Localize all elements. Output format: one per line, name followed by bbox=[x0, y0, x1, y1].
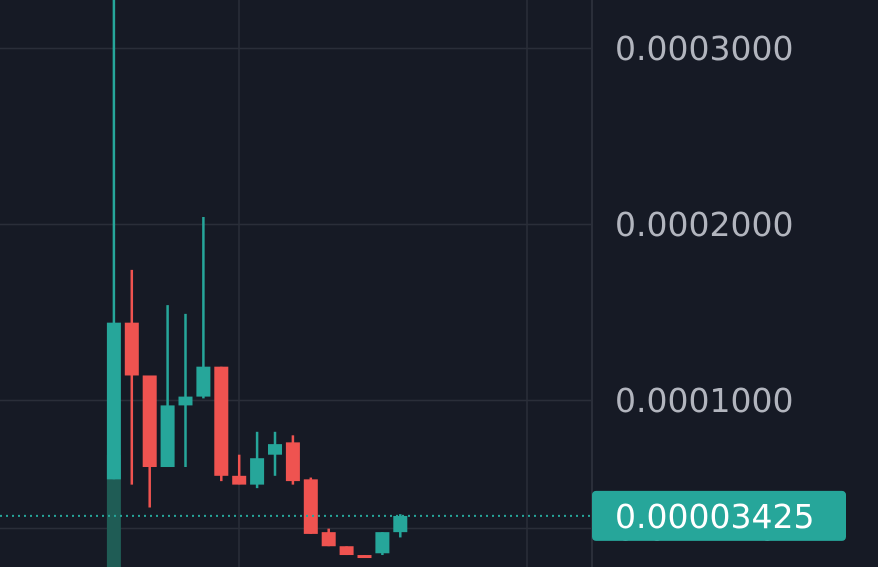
candle-body bbox=[106, 322, 121, 480]
candle-11[interactable] bbox=[285, 435, 300, 485]
grid-lines bbox=[0, 0, 593, 567]
y-tick-label-0: 0.0003000 bbox=[615, 29, 793, 68]
candle-body bbox=[285, 442, 300, 482]
last-price-badge[interactable]: 0.00003425 bbox=[592, 490, 846, 541]
candle-body bbox=[375, 532, 390, 554]
candle-body bbox=[124, 322, 139, 376]
candle-5[interactable] bbox=[178, 313, 193, 468]
candle-body bbox=[268, 444, 282, 455]
last-price-label: 0.00003425 bbox=[615, 497, 814, 536]
candle-body bbox=[160, 405, 175, 468]
candle-2[interactable] bbox=[124, 269, 139, 485]
candle-body bbox=[303, 479, 318, 534]
candle-16[interactable] bbox=[375, 532, 390, 556]
candle-6[interactable] bbox=[196, 217, 211, 399]
candle-body bbox=[142, 375, 157, 468]
candle-body bbox=[357, 555, 372, 559]
candle-15[interactable] bbox=[357, 555, 372, 559]
candle-body bbox=[232, 475, 247, 485]
y-tick-label-1: 0.0002000 bbox=[615, 205, 793, 244]
candle-body bbox=[214, 366, 229, 476]
candle-9[interactable] bbox=[250, 431, 265, 489]
candle-body bbox=[178, 396, 193, 406]
candle-14[interactable] bbox=[339, 546, 354, 556]
candle-17[interactable] bbox=[393, 514, 408, 538]
candle-body bbox=[339, 546, 354, 556]
candle-10[interactable] bbox=[268, 431, 282, 476]
candle-body bbox=[321, 532, 336, 547]
candle-8[interactable] bbox=[232, 454, 247, 485]
candle-1[interactable] bbox=[106, 0, 121, 480]
price-axis[interactable]: 0.00030000.00020000.00010000.0₁₉27100.00… bbox=[592, 29, 846, 548]
last-price-badge-bg bbox=[592, 490, 846, 541]
candle-4[interactable] bbox=[160, 305, 175, 468]
candle-body bbox=[393, 515, 408, 533]
candle-3[interactable] bbox=[142, 375, 157, 508]
candle-13[interactable] bbox=[321, 528, 336, 547]
volume-bars bbox=[106, 455, 121, 567]
candle-body bbox=[250, 458, 265, 485]
candle-7[interactable] bbox=[214, 366, 229, 482]
candle-body bbox=[196, 366, 211, 397]
volume-bar-1 bbox=[106, 455, 121, 567]
candle-12[interactable] bbox=[303, 477, 318, 534]
candles[interactable] bbox=[106, 0, 408, 559]
y-tick-label-2: 0.0001000 bbox=[615, 381, 793, 420]
